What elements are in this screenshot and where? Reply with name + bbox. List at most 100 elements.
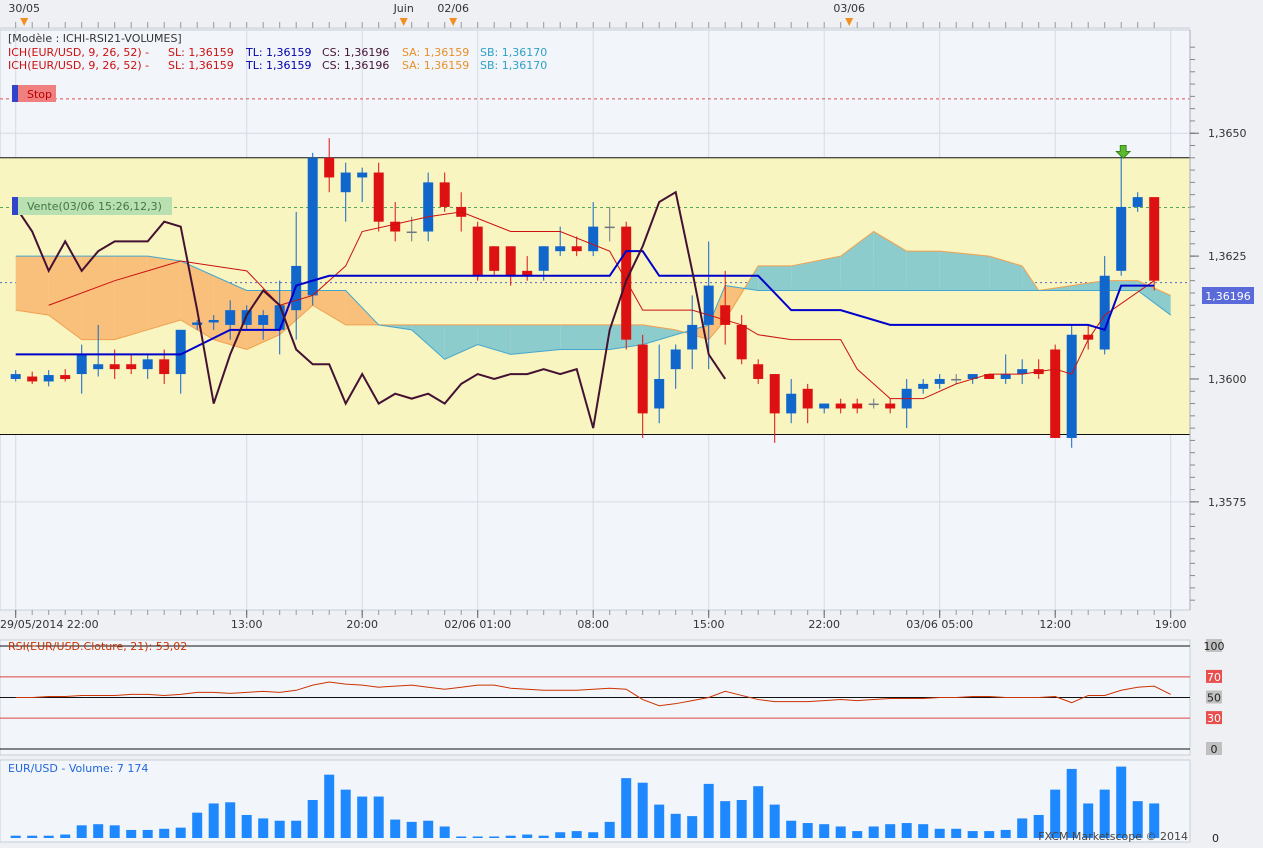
- candle-body: [720, 305, 731, 325]
- candle-body: [208, 320, 219, 323]
- volume-bar: [1000, 829, 1011, 838]
- stop-label: Stop: [27, 88, 52, 101]
- vente-badge[interactable]: [18, 197, 172, 215]
- candle-body: [934, 378, 945, 384]
- volume-bar: [934, 828, 945, 838]
- volume-bar: [1017, 818, 1028, 838]
- candle-body: [489, 246, 500, 271]
- volume-bar: [1083, 803, 1094, 838]
- kijun-line: [15, 250, 1155, 356]
- stop-marker[interactable]: [12, 85, 18, 102]
- candle-body: [390, 221, 401, 232]
- volume-bar: [918, 824, 929, 838]
- candle-body: [142, 359, 153, 370]
- volume-panel: [0, 759, 1191, 843]
- candle-body: [1066, 334, 1077, 438]
- volume-bar: [60, 834, 71, 838]
- candle-body: [175, 329, 186, 375]
- legend-item: TL: 1,36159: [245, 59, 312, 72]
- candle-body: [274, 305, 285, 330]
- candles: [10, 138, 1160, 448]
- candle-body: [753, 364, 764, 379]
- candle-body: [1000, 374, 1011, 379]
- rsi-label: RSI(EUR/USD.Cloture, 21): 53,02: [8, 640, 187, 653]
- cloud-segment: [906, 251, 940, 291]
- sell-arrow-shape: [1115, 144, 1132, 159]
- candle-body: [505, 246, 516, 276]
- volume-bar: [76, 825, 87, 838]
- cloud-segment: [180, 261, 214, 340]
- candle-body: [736, 324, 747, 360]
- volume-bar: [357, 796, 368, 838]
- candle-body: [588, 226, 599, 252]
- legend-item: SA: 1,36159: [402, 59, 469, 72]
- volume-bar: [1116, 766, 1127, 838]
- volume-bar: [456, 836, 467, 838]
- date-marker-icon: [449, 18, 458, 26]
- ichimoku-cloud: [15, 230, 1171, 360]
- volume-bar: [571, 831, 582, 838]
- volume-zero-label: 0: [1212, 832, 1219, 844]
- cloud-segment: [510, 324, 561, 355]
- candle-body: [786, 393, 797, 414]
- legend-item: SL: 1,36159: [168, 59, 234, 72]
- legend-item: SL: 1,36159: [168, 46, 234, 59]
- volume-bar: [159, 828, 170, 838]
- vente-marker[interactable]: [12, 197, 18, 215]
- candle-body: [654, 378, 665, 409]
- rsi-tick-label: 0: [1211, 743, 1218, 756]
- candle-body: [93, 364, 104, 370]
- volume-bar: [769, 804, 780, 838]
- stop-badge[interactable]: [18, 85, 56, 102]
- time-tick-label: 13:00: [231, 618, 263, 631]
- volume-bar: [43, 835, 54, 838]
- sell-arrow-icon: [1115, 144, 1132, 159]
- time-tick-label: 20:00: [346, 618, 378, 631]
- candle-body: [637, 344, 648, 414]
- time-tick-label: 02/06 01:00: [444, 618, 511, 631]
- legend-item: ICH(EUR/USD, 9, 26, 52) -: [8, 59, 149, 72]
- volume-bar: [1050, 789, 1061, 838]
- time-tick-label: 19:00: [1155, 618, 1187, 631]
- volume-bar: [307, 800, 318, 838]
- legend-item: CS: 1,36196: [322, 59, 389, 72]
- candle-body: [1050, 349, 1061, 438]
- volume-bar: [984, 831, 995, 838]
- cloud-segment: [840, 231, 874, 291]
- model-label: [Modèle : ICHI-RSI21-VOLUMES]: [8, 32, 182, 45]
- volume-bar: [423, 820, 434, 838]
- volume-bar: [951, 828, 962, 838]
- volume-bar: [27, 835, 38, 838]
- volume-bar: [654, 804, 665, 838]
- price-tag: [1202, 287, 1254, 304]
- cloud-segment: [675, 329, 684, 335]
- candle-body: [43, 375, 54, 382]
- candle-body: [967, 374, 978, 379]
- cloud-segment: [81, 256, 115, 340]
- cloud-segment: [15, 256, 49, 316]
- candle-body: [604, 226, 615, 229]
- candle-body: [951, 378, 962, 381]
- senkou-b-line: [15, 255, 1171, 360]
- cloud-segment: [560, 324, 610, 350]
- candle-body: [1083, 334, 1094, 340]
- volume-bar: [1033, 814, 1044, 838]
- candle-body: [687, 324, 698, 350]
- volume-bar: [720, 801, 731, 838]
- volume-label: EUR/USD - Volume: 7 174: [8, 762, 148, 775]
- volume-bar: [472, 836, 483, 838]
- cloud-segment: [989, 256, 1023, 291]
- volume-bars: [10, 766, 1160, 838]
- legend-item: TL: 1,36159: [245, 46, 312, 59]
- volume-bar: [1132, 801, 1143, 838]
- volume-bar: [1099, 789, 1110, 838]
- time-tick-label: 15:00: [693, 618, 725, 631]
- candle-body: [225, 310, 236, 325]
- legend-item: ICH(EUR/USD, 9, 26, 52) -: [8, 46, 149, 59]
- candle-body: [571, 246, 582, 252]
- candle-body: [538, 246, 549, 271]
- rsi-tick-box: [1206, 742, 1222, 755]
- rsi-tick-box: [1206, 669, 1222, 683]
- volume-bar: [967, 831, 978, 838]
- volume-bar: [274, 820, 285, 838]
